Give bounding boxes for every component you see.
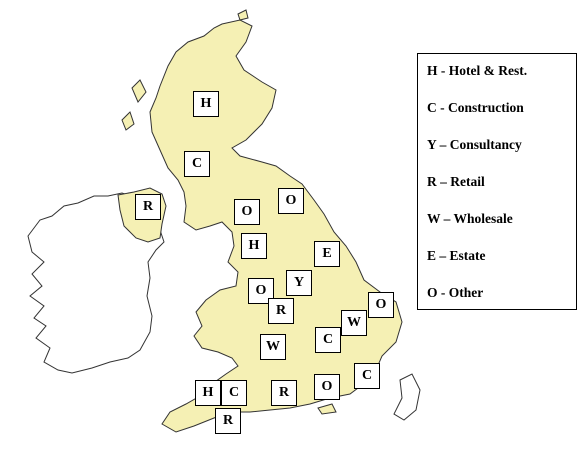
marker-construction: C	[184, 151, 210, 177]
marker-wholesale: W	[341, 310, 367, 336]
marker-construction: C	[354, 363, 380, 389]
hebrides-island	[131, 79, 147, 103]
marker-hotel: H	[241, 233, 267, 259]
legend-item-other: O - Other	[427, 285, 484, 300]
ireland-island	[27, 192, 165, 374]
marker-other: O	[278, 188, 304, 214]
isle-of-wight	[317, 403, 337, 415]
marker-retail: R	[271, 380, 297, 406]
marker-wholesale: W	[260, 334, 286, 360]
marker-hotel: H	[195, 380, 221, 406]
france-coast	[393, 373, 421, 421]
marker-other: O	[368, 292, 394, 318]
legend-item-hotel: H - Hotel & Rest.	[427, 63, 528, 78]
legend-item-estate: E – Estate	[427, 248, 486, 263]
marker-retail: R	[215, 408, 241, 434]
legend-item-consultancy: Y – Consultancy	[427, 137, 522, 152]
marker-estate: E	[314, 241, 340, 267]
legend-item-wholesale: W – Wholesale	[427, 211, 513, 226]
marker-retail: R	[268, 298, 294, 324]
orkney-island	[237, 9, 249, 21]
legend-item-construction: C - Construction	[427, 100, 524, 115]
marker-consultancy: Y	[286, 270, 312, 296]
marker-retail: R	[135, 194, 161, 220]
marker-construction: C	[221, 380, 247, 406]
marker-other: O	[234, 199, 260, 225]
map-legend: H - Hotel & Rest. C - Construction Y – C…	[417, 53, 577, 310]
marker-other: O	[314, 374, 340, 400]
legend-item-retail: R – Retail	[427, 174, 485, 189]
hebrides-island	[121, 111, 135, 131]
marker-hotel: H	[193, 91, 219, 117]
marker-construction: C	[315, 327, 341, 353]
